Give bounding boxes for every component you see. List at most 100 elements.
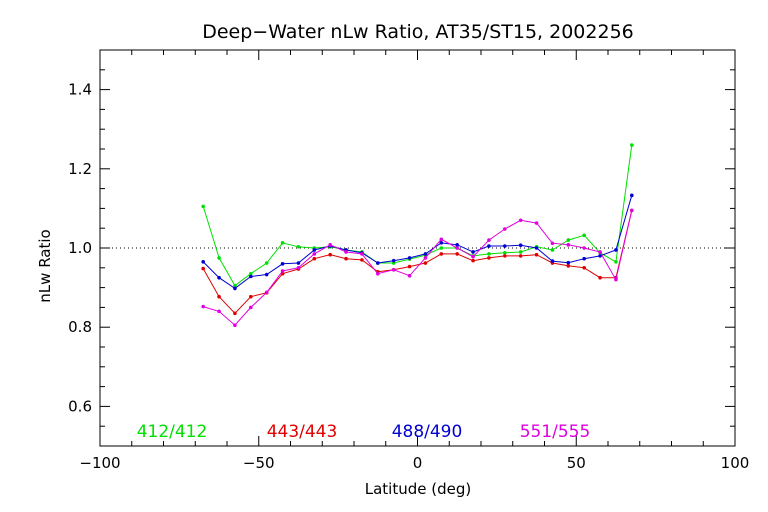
legend-label: 488/490	[392, 422, 463, 442]
series-line-412-412	[202, 144, 633, 287]
chart-title: Deep−Water nLw Ratio, AT35/ST15, 2002256	[202, 21, 634, 43]
x-tick-label: 100	[721, 454, 750, 472]
data-point	[487, 252, 491, 256]
data-point	[614, 248, 618, 252]
data-point	[217, 256, 221, 260]
data-point	[518, 243, 523, 248]
data-point	[407, 256, 412, 260]
data-point	[280, 241, 285, 245]
data-point	[566, 243, 571, 247]
y-tick-label: 1.4	[68, 81, 92, 99]
data-point	[249, 274, 253, 279]
data-point	[423, 252, 428, 256]
data-point	[249, 305, 253, 310]
data-point	[344, 250, 348, 254]
data-point	[201, 304, 205, 309]
data-point	[296, 266, 301, 270]
data-point	[455, 246, 459, 250]
data-point	[566, 260, 571, 265]
data-point	[264, 261, 269, 265]
data-point	[471, 254, 475, 259]
data-point	[360, 252, 364, 256]
data-point	[503, 244, 507, 248]
data-point	[566, 238, 571, 242]
data-point	[534, 252, 539, 257]
legend-label: 443/443	[267, 422, 338, 442]
data-point	[598, 250, 602, 254]
data-point	[518, 218, 523, 223]
data-point	[407, 273, 412, 278]
plot-frame	[99, 49, 736, 447]
data-point	[471, 258, 475, 263]
data-point	[518, 254, 523, 258]
data-point	[249, 294, 253, 299]
data-point	[550, 259, 555, 263]
data-point	[518, 250, 523, 254]
data-point	[233, 323, 237, 328]
x-tick-label: −50	[243, 454, 275, 472]
data-point	[217, 294, 221, 299]
y-tick-label: 0.6	[68, 397, 92, 415]
legend: 412/412 443/443 488/490 551/555	[137, 422, 591, 442]
data-point	[550, 248, 555, 252]
data-point	[376, 261, 380, 265]
data-point	[201, 260, 205, 264]
axis-ticks: −100 −50 0 50 100 0.6 0.8 1.0 1.2 1.4	[68, 49, 750, 472]
data-point	[598, 254, 602, 258]
data-point	[582, 256, 586, 261]
data-point	[217, 309, 221, 314]
data-point	[439, 241, 444, 245]
y-axis-label: nLw Ratio	[36, 229, 54, 302]
x-tick-label: −100	[79, 454, 120, 472]
data-point	[503, 227, 507, 231]
data-point	[344, 256, 348, 261]
y-tick-label: 1.0	[68, 239, 92, 257]
data-point	[217, 275, 221, 280]
data-point	[582, 233, 586, 238]
data-point	[264, 272, 269, 277]
data-point	[614, 260, 618, 264]
data-point	[296, 245, 301, 249]
data-point	[280, 262, 285, 266]
series-layer	[201, 143, 634, 328]
data-point	[439, 252, 444, 256]
data-point	[233, 286, 237, 291]
legend-label: 551/555	[520, 422, 591, 442]
data-point	[439, 237, 444, 242]
x-axis-label: Latitude (deg)	[365, 480, 471, 498]
data-point	[582, 266, 586, 270]
data-point	[630, 193, 634, 198]
data-point	[455, 252, 459, 256]
data-point	[423, 256, 428, 260]
data-point	[391, 258, 396, 263]
series-line-551-555	[203, 210, 633, 326]
data-point	[407, 264, 412, 269]
data-point	[534, 246, 539, 250]
y-tick-label: 1.2	[68, 160, 92, 178]
data-point	[264, 290, 269, 295]
data-point	[249, 271, 253, 276]
data-point	[360, 258, 364, 262]
data-point	[487, 238, 491, 242]
data-point	[296, 261, 301, 265]
series-line-488-490	[202, 195, 633, 290]
data-point	[280, 269, 285, 273]
data-point	[233, 311, 237, 316]
data-point	[487, 244, 491, 248]
data-point	[423, 261, 428, 265]
data-point	[201, 266, 205, 271]
data-point	[328, 243, 332, 247]
data-point	[455, 243, 459, 247]
data-point	[487, 256, 491, 260]
data-point	[614, 277, 618, 282]
data-point	[328, 252, 332, 257]
data-point	[503, 254, 507, 258]
x-tick-label: 50	[567, 454, 586, 472]
data-point	[312, 248, 317, 252]
data-point	[582, 246, 586, 250]
data-point	[550, 241, 555, 246]
data-point	[566, 264, 571, 268]
y-tick-label: 0.8	[68, 318, 92, 336]
data-point	[630, 143, 634, 147]
